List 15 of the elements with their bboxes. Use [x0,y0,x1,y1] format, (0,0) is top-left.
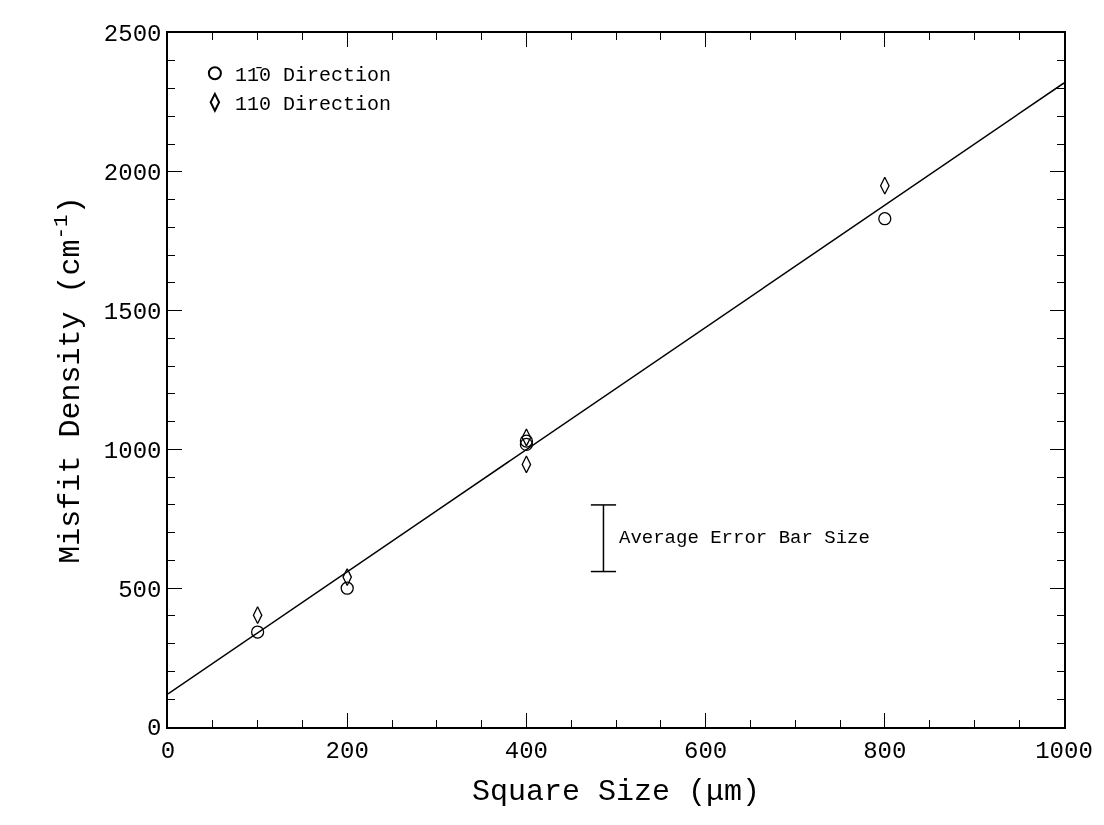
x-tick-label: 400 [504,737,549,765]
y-tick-label: 2500 [103,21,162,49]
y-tick-label: 1500 [103,299,162,326]
x-axis-title: Square Size (μm) [471,774,761,809]
x-tick-label: 800 [863,737,907,765]
x-tick-label: 600 [683,737,728,765]
x-tick-label: 1000 [1035,737,1093,765]
legend-label: 11̄0 Direction [234,64,391,88]
y-tick-label: 2000 [103,160,162,188]
y-tick-label: 1000 [103,437,162,465]
x-tick-label: 200 [325,737,369,765]
legend-label: 110 Direction [234,93,391,117]
annotation: Average Error Bar Size [619,527,870,549]
y-tick-label: 500 [118,576,162,604]
y-tick-label: 0 [147,715,162,743]
